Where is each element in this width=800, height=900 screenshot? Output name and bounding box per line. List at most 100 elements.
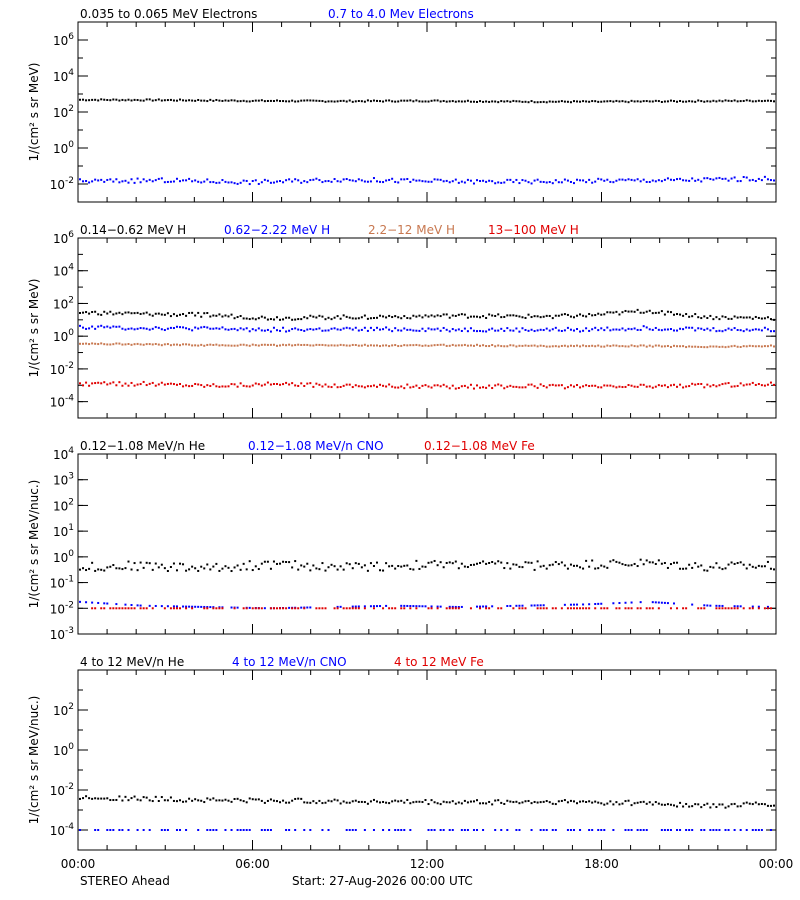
y-tick-label: 100 bbox=[53, 328, 74, 344]
data-point bbox=[109, 326, 112, 329]
data-point bbox=[721, 315, 724, 318]
data-point bbox=[169, 796, 172, 799]
data-point bbox=[124, 567, 127, 570]
data-point bbox=[566, 326, 569, 329]
x-tick-label: 12:00 bbox=[410, 857, 445, 871]
data-point bbox=[518, 607, 521, 610]
data-point bbox=[369, 800, 372, 803]
data-point bbox=[297, 568, 300, 571]
series-1 bbox=[79, 558, 775, 573]
data-point bbox=[185, 800, 188, 803]
data-point bbox=[151, 327, 154, 330]
data-point bbox=[103, 797, 106, 800]
data-point bbox=[379, 345, 382, 348]
data-point bbox=[494, 384, 497, 387]
data-point bbox=[500, 384, 503, 387]
data-point bbox=[112, 799, 115, 802]
data-point bbox=[175, 800, 178, 803]
data-point bbox=[194, 567, 197, 570]
data-point bbox=[279, 607, 282, 610]
data-point bbox=[245, 385, 248, 388]
data-point bbox=[179, 799, 182, 802]
data-point bbox=[472, 800, 475, 803]
data-point bbox=[672, 344, 675, 347]
data-point bbox=[654, 562, 657, 565]
data-point bbox=[627, 607, 630, 610]
data-point bbox=[424, 344, 427, 347]
data-point bbox=[551, 607, 554, 610]
data-point bbox=[688, 805, 691, 808]
data-point bbox=[518, 604, 521, 607]
data-point bbox=[269, 607, 272, 610]
data-point bbox=[454, 178, 457, 181]
data-point bbox=[724, 829, 727, 831]
data-point bbox=[469, 607, 472, 610]
data-point bbox=[212, 314, 215, 317]
data-point bbox=[94, 98, 97, 101]
data-point bbox=[582, 607, 585, 610]
data-point bbox=[197, 344, 200, 347]
data-point bbox=[97, 99, 100, 102]
data-point bbox=[660, 310, 663, 313]
data-point bbox=[651, 312, 654, 315]
data-point bbox=[409, 344, 412, 347]
data-point bbox=[615, 328, 618, 331]
data-point bbox=[763, 99, 766, 102]
data-point bbox=[327, 100, 330, 103]
data-point bbox=[263, 178, 266, 181]
data-point bbox=[136, 604, 139, 607]
data-point bbox=[321, 802, 324, 805]
data-point bbox=[476, 315, 479, 318]
data-point bbox=[263, 343, 266, 346]
data-point bbox=[354, 384, 357, 387]
data-point bbox=[421, 605, 424, 608]
data-point bbox=[269, 383, 272, 386]
data-point bbox=[360, 100, 363, 103]
data-point bbox=[79, 324, 81, 327]
data-point bbox=[457, 567, 460, 570]
data-point bbox=[154, 99, 157, 102]
data-point bbox=[545, 327, 548, 330]
data-point bbox=[494, 345, 497, 348]
data-point bbox=[694, 803, 697, 806]
data-point bbox=[579, 800, 582, 803]
data-point bbox=[200, 799, 203, 802]
data-point bbox=[448, 605, 451, 608]
data-point bbox=[679, 567, 682, 570]
data-point bbox=[100, 313, 103, 316]
data-point bbox=[230, 328, 233, 331]
data-point bbox=[127, 98, 130, 101]
data-point bbox=[569, 344, 572, 347]
data-point bbox=[127, 181, 130, 184]
data-point bbox=[127, 343, 130, 346]
data-point bbox=[606, 100, 609, 103]
data-point bbox=[124, 99, 127, 102]
data-point bbox=[554, 561, 557, 564]
data-point bbox=[430, 99, 433, 102]
data-point bbox=[421, 316, 424, 319]
data-point bbox=[291, 799, 294, 802]
data-point bbox=[272, 799, 275, 802]
data-point bbox=[645, 100, 648, 103]
data-point bbox=[194, 99, 197, 102]
data-point bbox=[739, 561, 742, 564]
data-point bbox=[769, 804, 772, 807]
data-point bbox=[645, 310, 648, 313]
y-tick-label: 10-2 bbox=[50, 176, 74, 192]
data-point bbox=[321, 562, 324, 565]
data-point bbox=[430, 314, 433, 317]
data-point bbox=[509, 567, 512, 570]
data-point bbox=[436, 607, 439, 610]
data-point bbox=[500, 100, 503, 103]
data-point bbox=[154, 604, 157, 607]
data-point bbox=[388, 565, 391, 568]
data-point bbox=[285, 801, 288, 804]
y-tick-label: 106 bbox=[53, 32, 74, 48]
data-point bbox=[212, 327, 215, 330]
data-point bbox=[715, 177, 718, 180]
data-point bbox=[657, 311, 660, 314]
data-point bbox=[451, 605, 454, 608]
data-point bbox=[388, 383, 391, 386]
data-point bbox=[542, 829, 545, 831]
data-point bbox=[512, 329, 515, 332]
